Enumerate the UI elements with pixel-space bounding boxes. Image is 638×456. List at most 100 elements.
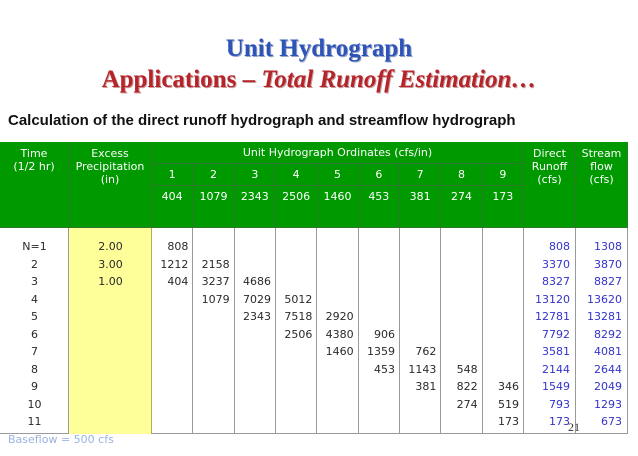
subtitle-plain: Applications – (101, 66, 262, 93)
uh-col-number: 5 (317, 164, 359, 186)
table-cell: 5 (31, 310, 38, 323)
table-cell (69, 291, 152, 309)
uh-data-column (317, 228, 359, 434)
table-cell: 3.00 (98, 257, 123, 271)
table-cell (400, 256, 436, 274)
uh-data-column (234, 228, 276, 434)
table-cell (152, 308, 188, 326)
table-cell (276, 343, 312, 361)
uh-ordinate: 1079 (193, 186, 235, 228)
table-cell: 8 (31, 362, 38, 376)
table-cell: 173 (549, 415, 570, 428)
uh-col-number: 1 (152, 164, 194, 186)
table-cell: 7 (31, 345, 38, 358)
table-cell (69, 413, 152, 431)
table-cell (235, 256, 271, 274)
c9-values: 346 519 173 (483, 238, 524, 431)
table-cell: 1460 (325, 345, 354, 358)
table-cell: 381 (415, 380, 437, 393)
table-cell (359, 378, 395, 396)
table-cell (69, 361, 152, 379)
c6-values: 906 1359 453 (359, 238, 400, 431)
table-cell: 274 (456, 397, 478, 411)
uh-ordinate: 2506 (276, 186, 318, 228)
uh-data-column (358, 228, 400, 434)
table-cell: 673 (601, 415, 622, 428)
table-cell (69, 326, 152, 344)
table-cell: 8827 (594, 275, 622, 288)
table-cell: 1143 (408, 362, 437, 376)
table-cell (193, 326, 229, 344)
table-cell (317, 256, 353, 274)
table-cell: 453 (373, 362, 395, 376)
table-cell (276, 361, 312, 379)
table-cell: 1359 (366, 345, 395, 358)
direct-values: 808 3370 8327 13120 12781 7792 3581 2144 1549 793… (524, 238, 576, 431)
table-cell (400, 413, 436, 431)
table-cell (317, 361, 353, 379)
uh-data-column (400, 228, 442, 434)
table-cell: 3870 (594, 257, 622, 271)
table-cell (317, 378, 353, 396)
table-cell: 3 (31, 275, 38, 288)
table-cell (152, 326, 188, 344)
table-cell (193, 343, 229, 361)
table-cell: 9 (31, 380, 38, 393)
c7-values: 762 1143 381 (400, 238, 441, 431)
table-cell (441, 256, 477, 274)
table-cell (235, 326, 271, 344)
time-column (0, 228, 69, 434)
c5-values: 2920 4380 1460 (317, 238, 358, 431)
uh-ordinate: 381 (400, 186, 442, 228)
table-cell: 13120 (535, 292, 570, 306)
table-cell (152, 413, 188, 431)
uh-col-number: 8 (441, 164, 483, 186)
table-cell: 2 (31, 257, 38, 271)
page-number: 21 (568, 420, 580, 434)
uh-data-column (482, 228, 524, 434)
table-cell (317, 238, 353, 256)
excess-column (69, 228, 152, 434)
baseflow-note: Baseflow = 500 cfs (8, 433, 114, 446)
table-cell (400, 396, 436, 414)
uh-data-column (152, 228, 194, 434)
table-cell: 1212 (160, 257, 189, 271)
table-cell (441, 308, 477, 326)
table-cell (152, 396, 188, 414)
table-cell: 519 (497, 397, 519, 411)
table-cell (483, 326, 519, 344)
table-cell (276, 238, 312, 256)
table-cell (441, 326, 477, 344)
table-cell (441, 291, 477, 309)
header-time: Time (1/2 hr) (0, 142, 69, 228)
header-direct: Direct Runoff (cfs) (524, 142, 576, 228)
table-cell (235, 396, 271, 414)
uh-col-number: 6 (358, 164, 400, 186)
table-cell (276, 273, 312, 291)
uh-col-number: 3 (234, 164, 276, 186)
table-cell: 13620 (587, 292, 622, 306)
table-cell (359, 256, 395, 274)
runoff-table: Time (1/2 hr) Excess Precipitation (in) Uni… (0, 142, 628, 434)
table-cell: 793 (549, 397, 570, 411)
table-cell: 1308 (594, 240, 622, 253)
table-cell: 6 (31, 327, 38, 341)
table-cell (483, 343, 519, 361)
uh-col-number: 9 (482, 164, 524, 186)
table-cell: 2144 (542, 362, 570, 376)
table-cell: 2.00 (98, 240, 123, 253)
table-cell: 4380 (325, 327, 354, 341)
table-cell (69, 343, 152, 361)
table-cell: 11 (27, 415, 42, 428)
table-cell (317, 291, 353, 309)
table-cell: 2158 (201, 257, 230, 271)
uh-col-number: 4 (276, 164, 318, 186)
table-cell (400, 273, 436, 291)
table-cell (69, 378, 152, 396)
table-cell (359, 308, 395, 326)
table-cell: N=1 (22, 240, 47, 253)
table-cell (276, 256, 312, 274)
c8-values: 548 822 274 (441, 238, 482, 431)
table-cell: 5012 (284, 292, 313, 306)
table-cell: 906 (373, 327, 395, 341)
